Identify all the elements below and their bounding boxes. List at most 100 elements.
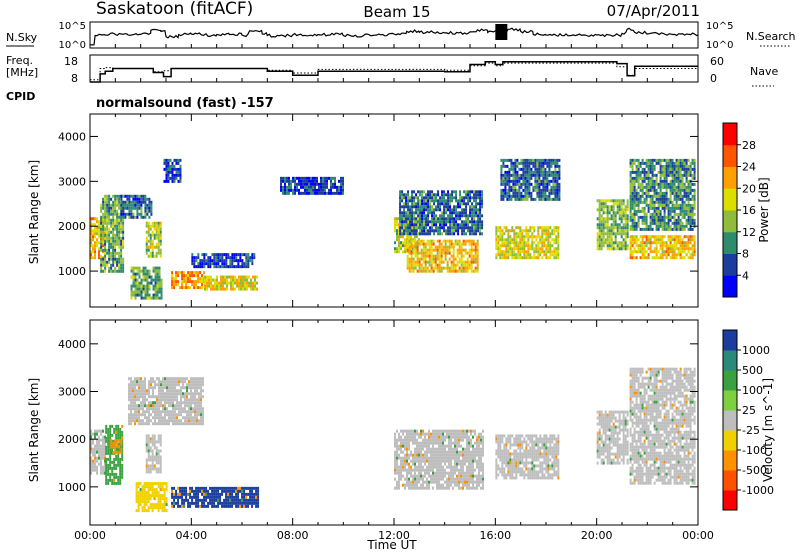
data-cell: [629, 203, 632, 207]
data-cell: [479, 205, 482, 209]
data-cell: [425, 232, 428, 236]
data-cell: [215, 262, 218, 266]
data-cell: [107, 478, 110, 482]
data-cell: [201, 486, 204, 490]
data-cell: [117, 430, 120, 434]
data-cell: [235, 253, 238, 257]
data-cell: [449, 220, 452, 224]
data-cell: [405, 226, 408, 230]
data-cell: [288, 179, 290, 183]
data-cell: [447, 217, 450, 221]
data-region: [495, 226, 560, 260]
data-cell: [516, 158, 519, 162]
data-cell: [649, 203, 652, 207]
data-cell: [669, 238, 672, 242]
data-cell: [606, 229, 609, 233]
data-cell: [637, 209, 640, 213]
data-cell: [153, 446, 156, 450]
data-cell: [474, 248, 477, 252]
data-cell: [635, 221, 638, 225]
data-cell: [405, 229, 408, 233]
data-cell: [422, 254, 425, 258]
data-cell: [536, 182, 539, 186]
data-cell: [209, 259, 212, 263]
data-cell: [175, 277, 178, 281]
data-cell: [635, 250, 638, 254]
data-cell: [655, 206, 658, 210]
data-cell: [431, 217, 434, 221]
data-cell: [519, 256, 522, 260]
data-cell: [471, 196, 474, 200]
data-cell: [457, 211, 460, 215]
data-cell: [517, 241, 520, 245]
data-cell: [187, 286, 190, 290]
data-cell: [635, 194, 638, 198]
data-cell: [481, 220, 484, 224]
data-cell: [443, 226, 446, 230]
data-cell: [685, 206, 688, 210]
data-cell: [506, 176, 509, 180]
data-cell: [550, 161, 553, 165]
data-cell: [139, 497, 142, 501]
data-cell: [211, 489, 214, 493]
data-cell: [115, 430, 118, 434]
data-cell: [527, 253, 530, 257]
data-cell: [631, 161, 634, 165]
data-cell: [147, 509, 150, 513]
data-cell: [114, 248, 117, 252]
data-cell: [250, 287, 252, 291]
data-cell: [147, 494, 150, 498]
data-cell: [629, 241, 632, 245]
data-cell: [98, 241, 100, 245]
data-cell: [134, 194, 137, 198]
data-cell: [421, 214, 424, 218]
data-cell: [398, 250, 400, 254]
data-cell: [596, 241, 599, 245]
data-cell: [128, 203, 131, 207]
data-cell: [447, 190, 450, 194]
data-cell: [665, 215, 668, 219]
data-cell: [396, 229, 398, 233]
data-cell: [140, 197, 143, 201]
data-cell: [130, 293, 133, 297]
data-cell: [438, 263, 441, 267]
data-cell: [661, 221, 664, 225]
data-cell: [120, 251, 123, 255]
data-cell: [667, 244, 670, 248]
data-cell: [426, 266, 429, 270]
data-cell: [256, 281, 258, 285]
data-cell: [226, 275, 228, 279]
data-cell: [245, 498, 248, 502]
data-cell: [143, 506, 146, 510]
data-cell: [159, 227, 162, 231]
data-cell: [451, 217, 454, 221]
data-cell: [96, 459, 98, 463]
data-cell: [310, 191, 312, 195]
data-cell: [201, 283, 204, 287]
data-cell: [470, 248, 473, 252]
data-cell: [516, 170, 519, 174]
data-cell: [120, 206, 123, 210]
data-cell: [431, 190, 434, 194]
data-cell: [641, 238, 644, 242]
data-cell: [107, 436, 110, 440]
data-cell: [112, 233, 115, 237]
data-cell: [121, 433, 124, 437]
data-cell: [512, 164, 515, 168]
data-cell: [403, 202, 406, 206]
data-cell: [100, 215, 103, 219]
data-cell: [92, 256, 94, 260]
data-cell: [497, 250, 500, 254]
data-cell: [542, 176, 545, 180]
data-cell: [631, 235, 634, 239]
data-cell: [215, 489, 218, 493]
data-cell: [334, 179, 336, 183]
data-cell: [438, 239, 441, 243]
data-cell: [108, 242, 111, 246]
data-cell: [219, 495, 222, 499]
data-cell: [195, 489, 198, 493]
data-cell: [635, 244, 638, 248]
data-cell: [533, 250, 536, 254]
data-cell: [673, 218, 676, 222]
data-cell: [641, 247, 644, 251]
